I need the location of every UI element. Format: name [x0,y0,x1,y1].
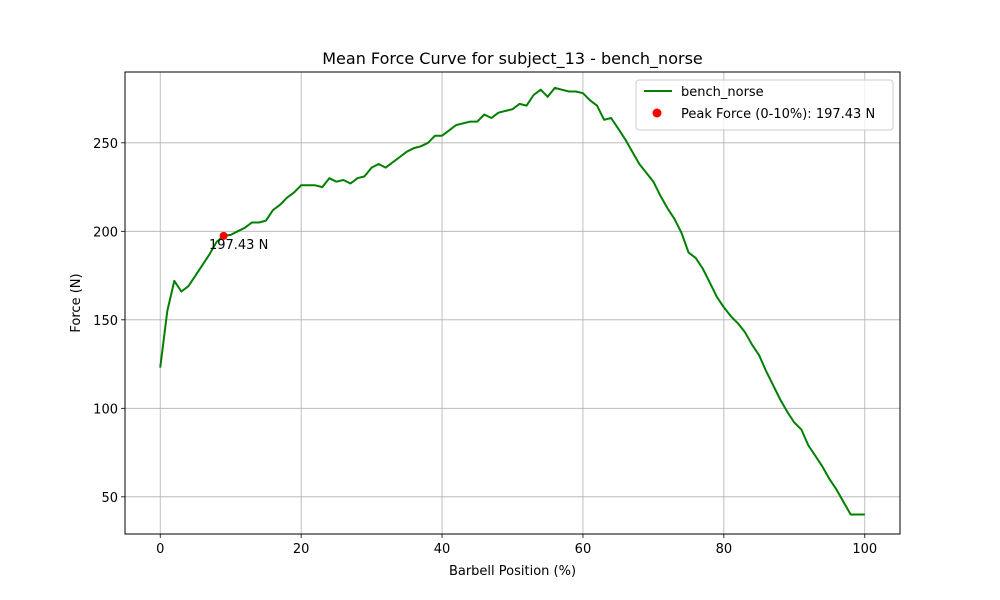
y-axis-label: Force (N) [69,273,84,332]
grid [125,72,900,534]
series-layer [159,86,865,516]
x-axis-label: Barbell Position (%) [449,564,576,579]
y-tick-label: 250 [93,137,118,152]
peak-force-marker [219,231,228,240]
annotation-layer: 197.43 N [209,238,268,253]
x-tick-label: 0 [156,542,164,557]
y-tick-label: 100 [93,402,118,417]
y-tick-label: 50 [101,491,118,506]
ticks: 0 20 40 60 80 100 50 100 150 200 250 [93,137,877,557]
x-tick-label: 100 [852,542,877,557]
chart-title: Mean Force Curve for subject_13 - bench_… [322,49,703,69]
series-line-bench_norse [159,86,865,516]
plot-frame [124,71,901,535]
peak-force-annotation: 197.43 N [209,238,268,253]
y-tick-label: 200 [93,225,118,240]
legend-frame [635,79,894,131]
legend: bench_norse Peak Force (0-10%): 197.43 N [635,79,894,131]
legend-marker-swatch [652,108,662,118]
legend-label-series: bench_norse [681,85,764,100]
y-tick-label: 150 [93,314,118,329]
x-tick-label: 20 [293,542,310,557]
legend-label-peak: Peak Force (0-10%): 197.43 N [681,107,875,122]
marker-layer [219,231,228,240]
x-tick-label: 80 [716,542,733,557]
x-tick-label: 60 [575,542,592,557]
x-tick-label: 40 [434,542,451,557]
